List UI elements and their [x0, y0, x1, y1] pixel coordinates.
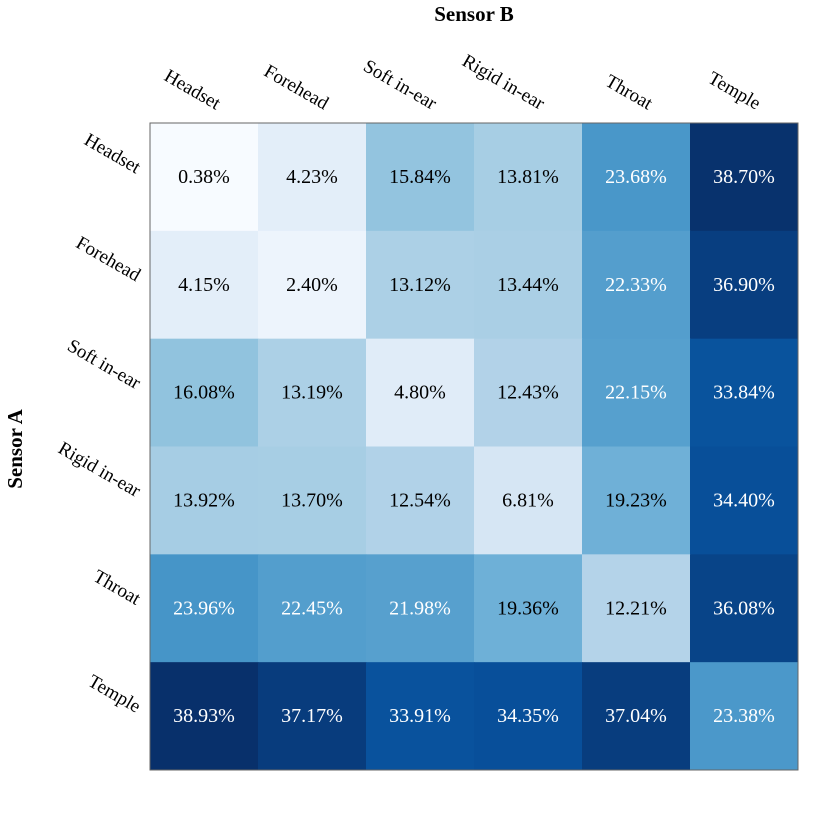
plot-border: [149, 122, 799, 771]
x-tick-labels: Headset Forehead Soft in-ear Rigid in-ear Th…: [160, 51, 764, 115]
heatmap-cell: [690, 662, 799, 771]
cell-value-label: 38.93%: [173, 705, 235, 727]
y-tick-label: Soft in-ear: [64, 335, 145, 394]
cell-value-label: 23.96%: [173, 597, 235, 619]
heatmap-cell: [258, 554, 367, 663]
heatmap-cell: [474, 338, 583, 447]
x-tick-label: Rigid in-ear: [458, 51, 548, 115]
heatmap-cells: [150, 123, 799, 771]
x-tick-label: Headset: [160, 66, 224, 115]
y-tick-labels: Headset Forehead Soft in-ear Rigid in-ear Th…: [54, 129, 144, 717]
heatmap-cell: [582, 123, 691, 232]
cell-value-label: 13.92%: [173, 489, 235, 511]
cell-value-label: 12.43%: [497, 382, 559, 404]
y-tick-label: Temple: [84, 671, 144, 718]
cell-value-label: 37.04%: [605, 705, 667, 727]
heatmap-cell: [690, 123, 799, 232]
heatmap-cell: [690, 446, 799, 555]
heatmap-cell: [258, 338, 367, 447]
cell-value-label: 12.54%: [389, 489, 451, 511]
heatmap-cell-labels: 0.38% 4.23% 15.84% 13.81% 23.68% 38.70% 4.15% 2…: [173, 166, 775, 727]
cell-value-label: 37.17%: [281, 705, 343, 727]
heatmap-cell: [366, 338, 475, 447]
cell-value-label: 15.84%: [389, 166, 451, 188]
heatmap-cell: [582, 554, 691, 663]
y-axis-title: Sensor A: [3, 408, 27, 488]
cell-value-label: 4.80%: [394, 382, 446, 404]
cell-value-label: 36.08%: [713, 597, 775, 619]
cell-value-label: 13.12%: [389, 274, 451, 296]
heatmap-cell: [366, 446, 475, 555]
cell-value-label: 16.08%: [173, 382, 235, 404]
cell-value-label: 36.90%: [713, 274, 775, 296]
cell-value-label: 22.45%: [281, 597, 343, 619]
heatmap-cell: [690, 554, 799, 663]
cell-value-label: 22.33%: [605, 274, 667, 296]
cell-value-label: 34.35%: [497, 705, 559, 727]
cell-value-label: 0.38%: [178, 166, 230, 188]
heatmap-cell: [474, 662, 583, 771]
cell-value-label: 23.38%: [713, 705, 775, 727]
heatmap-cell: [258, 123, 367, 232]
heatmap-cell: [150, 662, 259, 771]
heatmap-cell: [150, 230, 259, 340]
heatmap-cell: [366, 554, 475, 663]
cell-value-label: 13.81%: [497, 166, 559, 188]
heatmap-cell: [474, 123, 583, 232]
heatmap-cell: [474, 554, 583, 663]
heatmap-cell: [474, 230, 583, 340]
heatmap-cell: [150, 338, 259, 447]
heatmap-cell: [150, 123, 259, 232]
cell-value-label: 33.84%: [713, 382, 775, 404]
cell-value-label: 4.15%: [178, 274, 230, 296]
x-tick-label: Soft in-ear: [360, 56, 441, 115]
x-tick-label: Forehead: [260, 61, 332, 115]
cell-value-label: 19.23%: [605, 489, 667, 511]
heatmap-cell: [474, 446, 583, 555]
cell-value-label: 13.70%: [281, 489, 343, 511]
x-axis-title: Sensor B: [434, 2, 514, 26]
cell-value-label: 38.70%: [713, 166, 775, 188]
heatmap-cell: [582, 338, 691, 447]
heatmap-cell: [582, 662, 691, 771]
heatmap-cell: [690, 338, 799, 447]
heatmap-cell: [150, 554, 259, 663]
cell-value-label: 13.19%: [281, 382, 343, 404]
heatmap-cell: [150, 446, 259, 555]
heatmap-cell: [258, 446, 367, 555]
cell-value-label: 2.40%: [286, 274, 338, 296]
y-tick-label: Headset: [80, 129, 144, 178]
heatmap-cell: [582, 230, 691, 340]
heatmap-cell: [366, 230, 475, 340]
heatmap-cell: [690, 230, 799, 340]
heatmap-cell: [258, 230, 367, 340]
cell-value-label: 21.98%: [389, 597, 451, 619]
cell-value-label: 23.68%: [605, 166, 667, 188]
cell-value-label: 34.40%: [713, 489, 775, 511]
y-tick-label: Rigid in-ear: [54, 438, 144, 502]
cell-value-label: 13.44%: [497, 274, 559, 296]
cell-value-label: 4.23%: [286, 166, 338, 188]
cell-value-label: 19.36%: [497, 597, 559, 619]
heatmap-cell: [366, 123, 475, 232]
y-tick-label: Forehead: [72, 233, 144, 287]
heatmap-cell: [366, 662, 475, 771]
cell-value-label: 33.91%: [389, 705, 451, 727]
cell-value-label: 22.15%: [605, 382, 667, 404]
x-tick-label: Throat: [602, 71, 657, 115]
cell-value-label: 6.81%: [502, 489, 554, 511]
cell-value-label: 12.21%: [605, 597, 667, 619]
x-tick-label: Temple: [704, 68, 764, 115]
heatmap-cell: [582, 446, 691, 555]
heatmap-cell: [258, 662, 367, 771]
y-tick-label: Throat: [90, 566, 145, 610]
